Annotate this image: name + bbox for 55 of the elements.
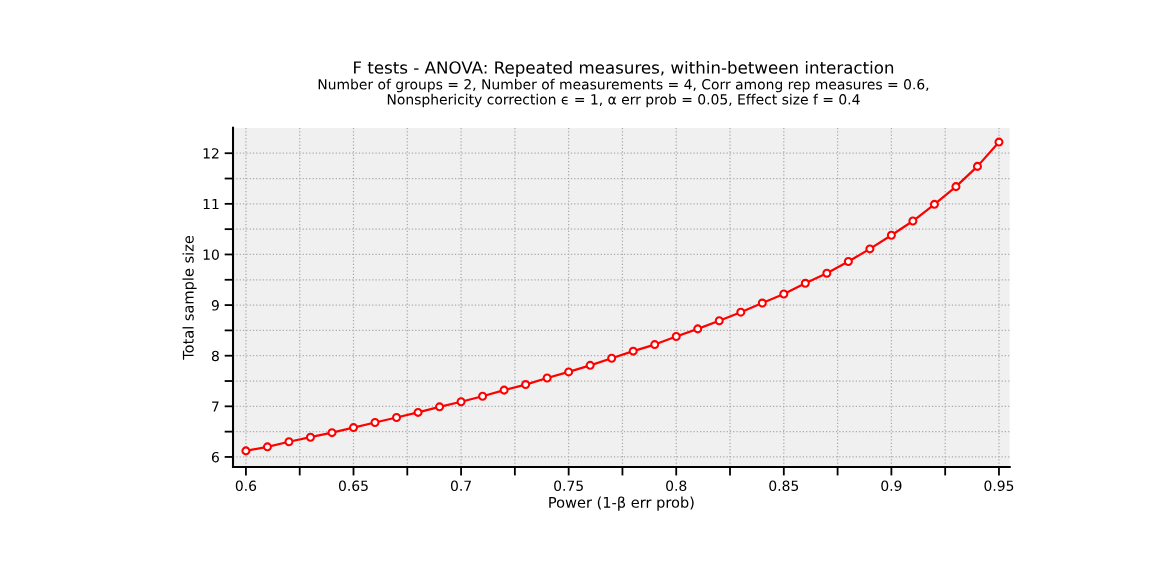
- point: [929, 199, 939, 209]
- chart-title: F tests - ANOVA: Repeated measures, within-between interaction: [354, 60, 894, 78]
- y-tick-label: 6: [211, 451, 219, 463]
- point: [413, 407, 423, 417]
- point: [693, 324, 703, 334]
- point: [951, 182, 961, 192]
- point: [671, 331, 681, 341]
- point: [585, 360, 595, 370]
- point: [607, 353, 617, 363]
- x-tick-label: 0.95: [984, 480, 1014, 492]
- point: [456, 397, 466, 407]
- point: [908, 216, 918, 226]
- y-tick-label: 12: [203, 148, 219, 159]
- x-tick-label: 0.9: [881, 480, 902, 492]
- y-tick-label: 7: [212, 401, 219, 412]
- point: [284, 437, 294, 447]
- x-tick-label: 0.6: [235, 480, 257, 492]
- point: [305, 432, 315, 442]
- point: [886, 230, 896, 240]
- chart-subtitle: Number of groups = 2, Number of measurements = 4, Corr among rep measures = 0.6, Nonsphericity correction ϵ = 1, α err prob = 0.05, Effect size f = 0.4: [318, 78, 929, 108]
- point: [628, 346, 638, 356]
- point: [994, 137, 1004, 147]
- point: [262, 442, 272, 452]
- y-tick-label: 10: [203, 249, 219, 260]
- x-tick-label: 0.65: [338, 480, 368, 492]
- point: [241, 446, 251, 456]
- point: [478, 391, 488, 401]
- x-tick-label: 0.7: [450, 480, 471, 492]
- y-tick-label: 8: [211, 350, 219, 362]
- y-tick-label: 9: [211, 300, 219, 311]
- point: [779, 289, 789, 299]
- point: [499, 385, 509, 395]
- point: [348, 423, 359, 433]
- point: [435, 402, 445, 412]
- point: [972, 161, 982, 171]
- x-axis-title: Power (1-β err prob): [549, 496, 694, 511]
- point: [757, 298, 767, 308]
- point: [822, 268, 832, 278]
- point: [843, 257, 853, 267]
- point: [564, 367, 574, 377]
- point: [370, 418, 380, 428]
- x-tick-label: 0.85: [769, 480, 799, 492]
- y-tick-label: 11: [203, 198, 219, 210]
- point: [392, 412, 402, 422]
- x-tick-label: 0.8: [666, 480, 687, 492]
- point: [542, 373, 552, 383]
- x-tick-label: 0.75: [554, 480, 583, 492]
- point: [736, 307, 746, 317]
- point: [521, 380, 531, 390]
- point: [865, 244, 875, 254]
- point: [800, 278, 810, 288]
- point: [650, 340, 660, 350]
- point: [327, 428, 337, 438]
- y-axis-title: Total sample size: [182, 235, 197, 360]
- point: [714, 316, 724, 326]
